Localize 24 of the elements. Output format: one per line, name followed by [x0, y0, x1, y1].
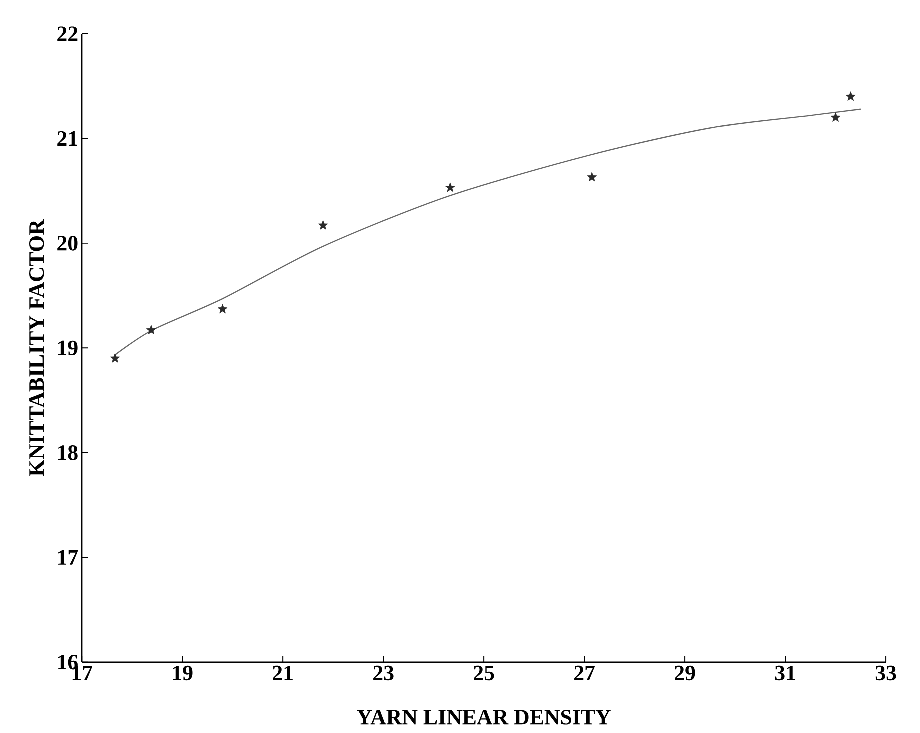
y-tick-label: 20 — [58, 236, 78, 251]
x-tick-label: 33 — [876, 666, 896, 681]
point — [846, 92, 856, 101]
x-tick-label: 27 — [574, 666, 595, 680]
point — [146, 325, 156, 335]
y-axis-title: KNITTABILITY FACTOR — [29, 219, 44, 476]
point — [110, 353, 120, 363]
x-tick-label: 25 — [474, 666, 494, 681]
point — [445, 182, 456, 192]
point — [587, 172, 598, 182]
x-tick-label: 31 — [775, 666, 796, 681]
y-tick-label: 17 — [58, 550, 78, 565]
x-tick-label: 23 — [374, 666, 394, 681]
y-tick-label: 19 — [58, 340, 78, 356]
x-tick-label: 19 — [173, 666, 193, 681]
y-tick-label: 22 — [58, 26, 78, 42]
point — [318, 220, 328, 230]
x-tick-label: 21 — [273, 666, 293, 680]
x-axis-title: YARN LINEAR DENSITY — [357, 710, 611, 725]
point — [830, 112, 841, 122]
x-tick-label: 29 — [675, 666, 696, 681]
point — [218, 304, 228, 314]
y-tick-label: 21 — [58, 131, 78, 146]
y-tick-label: 18 — [58, 445, 78, 460]
